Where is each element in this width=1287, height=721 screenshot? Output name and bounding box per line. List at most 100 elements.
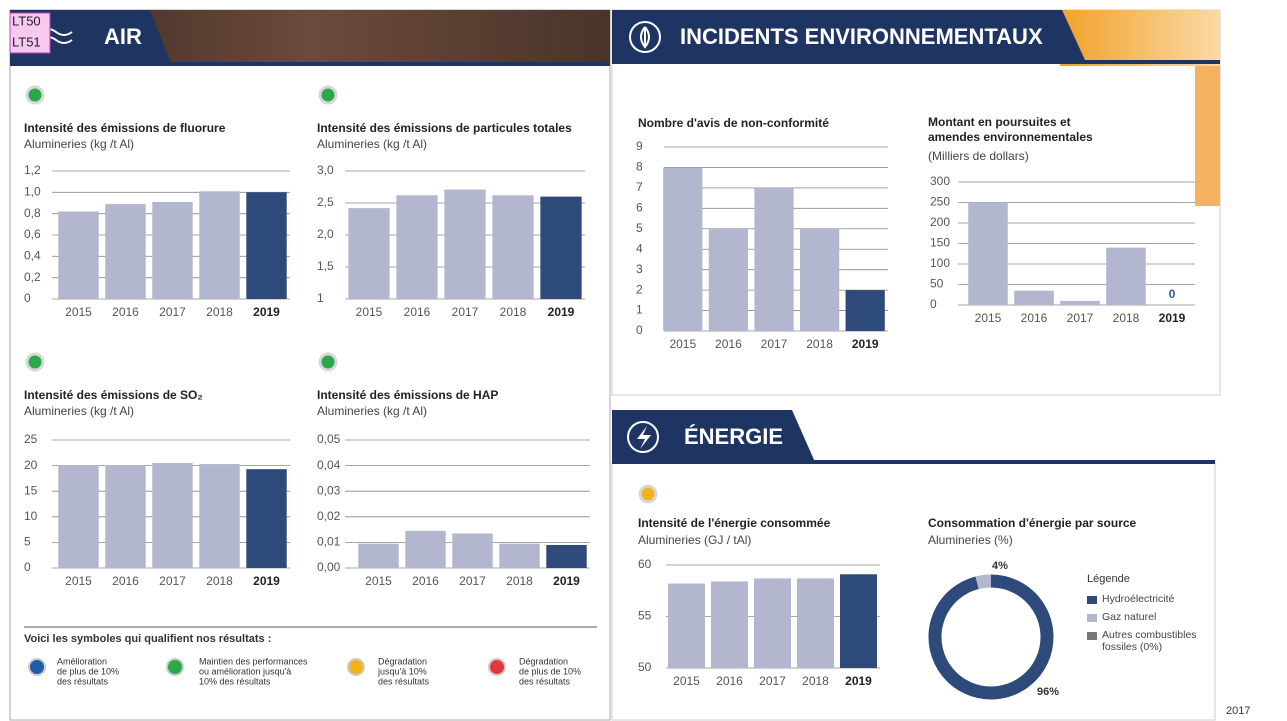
symbol-dot	[28, 658, 46, 676]
bar	[444, 189, 486, 299]
chart-subtitle: (Milliers de dollars)	[928, 149, 1029, 163]
chart-title-box: Intensité des émissions de SO₂	[24, 388, 203, 402]
y-tick-label: 1	[317, 291, 324, 305]
chart-title-box: Intensité des émissions de particules to…	[317, 121, 572, 135]
bar	[492, 195, 534, 299]
data-label: 0	[1169, 287, 1176, 301]
bar	[105, 204, 146, 299]
bar	[152, 463, 193, 568]
overlay-box	[9, 12, 51, 54]
status-dot	[25, 352, 45, 372]
legend-title: Légende	[1087, 573, 1130, 585]
donut-segment	[928, 574, 1054, 700]
bar	[968, 202, 1008, 305]
bar	[246, 469, 287, 568]
y-tick-label: 0,05	[317, 432, 341, 446]
bar	[199, 464, 240, 568]
y-tick-label: 20	[24, 458, 38, 472]
bar	[797, 578, 834, 668]
y-tick-label: 1,0	[24, 185, 41, 199]
x-tick-label: 2015	[65, 305, 92, 319]
x-tick-label: 2016	[412, 574, 439, 588]
symbol-dot	[488, 658, 506, 676]
symbol-dot	[347, 658, 365, 676]
symbol-text: des résultats	[57, 676, 109, 686]
y-tick-label: 100	[930, 256, 950, 270]
symbol-text: Dégradation	[519, 656, 568, 666]
x-tick-label: 2019	[852, 337, 879, 351]
x-tick-label: 2017	[761, 337, 788, 351]
x-tick-label: 2019	[553, 574, 580, 588]
y-tick-label: 1,5	[317, 259, 334, 273]
bar	[754, 187, 794, 331]
y-tick-label: 7	[636, 180, 643, 194]
bar	[396, 195, 438, 299]
data-label: 4%	[992, 560, 1008, 572]
legend-label-box: Gaz naturel	[1102, 611, 1156, 623]
y-tick-label: 60	[638, 557, 652, 571]
y-tick-label: 0,00	[317, 560, 341, 574]
x-tick-label: 2017	[759, 674, 786, 688]
y-tick-label: 3,0	[317, 163, 334, 177]
y-tick-label: 300	[930, 174, 950, 188]
footer: 2017	[1226, 705, 1250, 717]
y-tick-label: 9	[636, 139, 643, 153]
y-tick-label: 0,8	[24, 206, 41, 220]
legend-label-box: Hydroélectricité	[1102, 593, 1175, 605]
symbol-text: ou amélioration jusqu'à	[199, 666, 291, 676]
bar	[452, 533, 493, 568]
bar	[663, 167, 703, 331]
y-tick-label: 8	[636, 160, 643, 174]
status-dot	[318, 352, 338, 372]
incidents-icon	[629, 21, 661, 53]
y-tick-label: 5	[636, 221, 643, 235]
overlay-label: LT50	[12, 13, 41, 28]
energy-icon-bolt	[637, 426, 651, 449]
legend-swatch	[1087, 632, 1097, 640]
bar	[1060, 300, 1100, 305]
y-tick-label: 250	[930, 195, 950, 209]
y-tick-label: 1,2	[24, 163, 41, 177]
symbol-text: de plus de 10%	[57, 666, 119, 676]
y-tick-label: 6	[636, 201, 643, 215]
data-label: 96%	[1037, 686, 1059, 698]
x-tick-label: 2018	[500, 305, 527, 319]
incidents-banner-image	[1060, 10, 1220, 66]
x-tick-label: 2019	[253, 574, 280, 588]
legend-label: Hydroélectricité	[1102, 593, 1175, 605]
y-tick-label: 0,04	[317, 458, 341, 472]
x-tick-label: 2018	[806, 337, 833, 351]
x-tick-label: 2016	[112, 305, 139, 319]
air-panel	[9, 9, 611, 721]
chart-title: Intensité des émissions de fluorure	[24, 121, 226, 135]
y-tick-label: 3	[636, 262, 643, 276]
y-tick-label: 1	[636, 303, 643, 317]
x-tick-label: 2015	[356, 305, 383, 319]
x-tick-label: 2015	[673, 674, 700, 688]
y-tick-label: 55	[638, 609, 652, 623]
y-tick-label: 0,6	[24, 227, 41, 241]
legend-swatch	[1087, 596, 1097, 604]
y-tick-label: 2,0	[317, 227, 334, 241]
chart-subtitle: Alumineries (kg /t Al)	[24, 404, 134, 418]
x-tick-label: 2016	[404, 305, 431, 319]
x-tick-label: 2019	[1159, 311, 1186, 325]
bar	[405, 530, 446, 568]
y-tick-label: 2,5	[317, 195, 334, 209]
incidents-side-image	[1195, 66, 1220, 206]
y-tick-label: 0,01	[317, 535, 341, 549]
y-tick-label: 0	[24, 560, 31, 574]
chart-subtitle: Alumineries (%)	[928, 533, 1013, 547]
x-tick-label: 2017	[159, 305, 186, 319]
y-tick-label: 0,03	[317, 483, 341, 497]
chart-title-box: Montant en poursuites et amendes environ…	[928, 115, 1093, 144]
y-tick-label: 0	[24, 291, 31, 305]
bar	[840, 574, 877, 668]
symbol-text: Maintien des performances	[199, 656, 308, 666]
x-tick-label: 2019	[845, 674, 872, 688]
chart-subtitle: Alumineries (kg /t Al)	[317, 137, 427, 151]
symbol-text: de plus de 10%	[519, 666, 581, 676]
x-tick-label: 2016	[716, 674, 743, 688]
chart-title: Intensité de l'énergie consommée	[638, 516, 831, 530]
bar	[799, 228, 840, 331]
